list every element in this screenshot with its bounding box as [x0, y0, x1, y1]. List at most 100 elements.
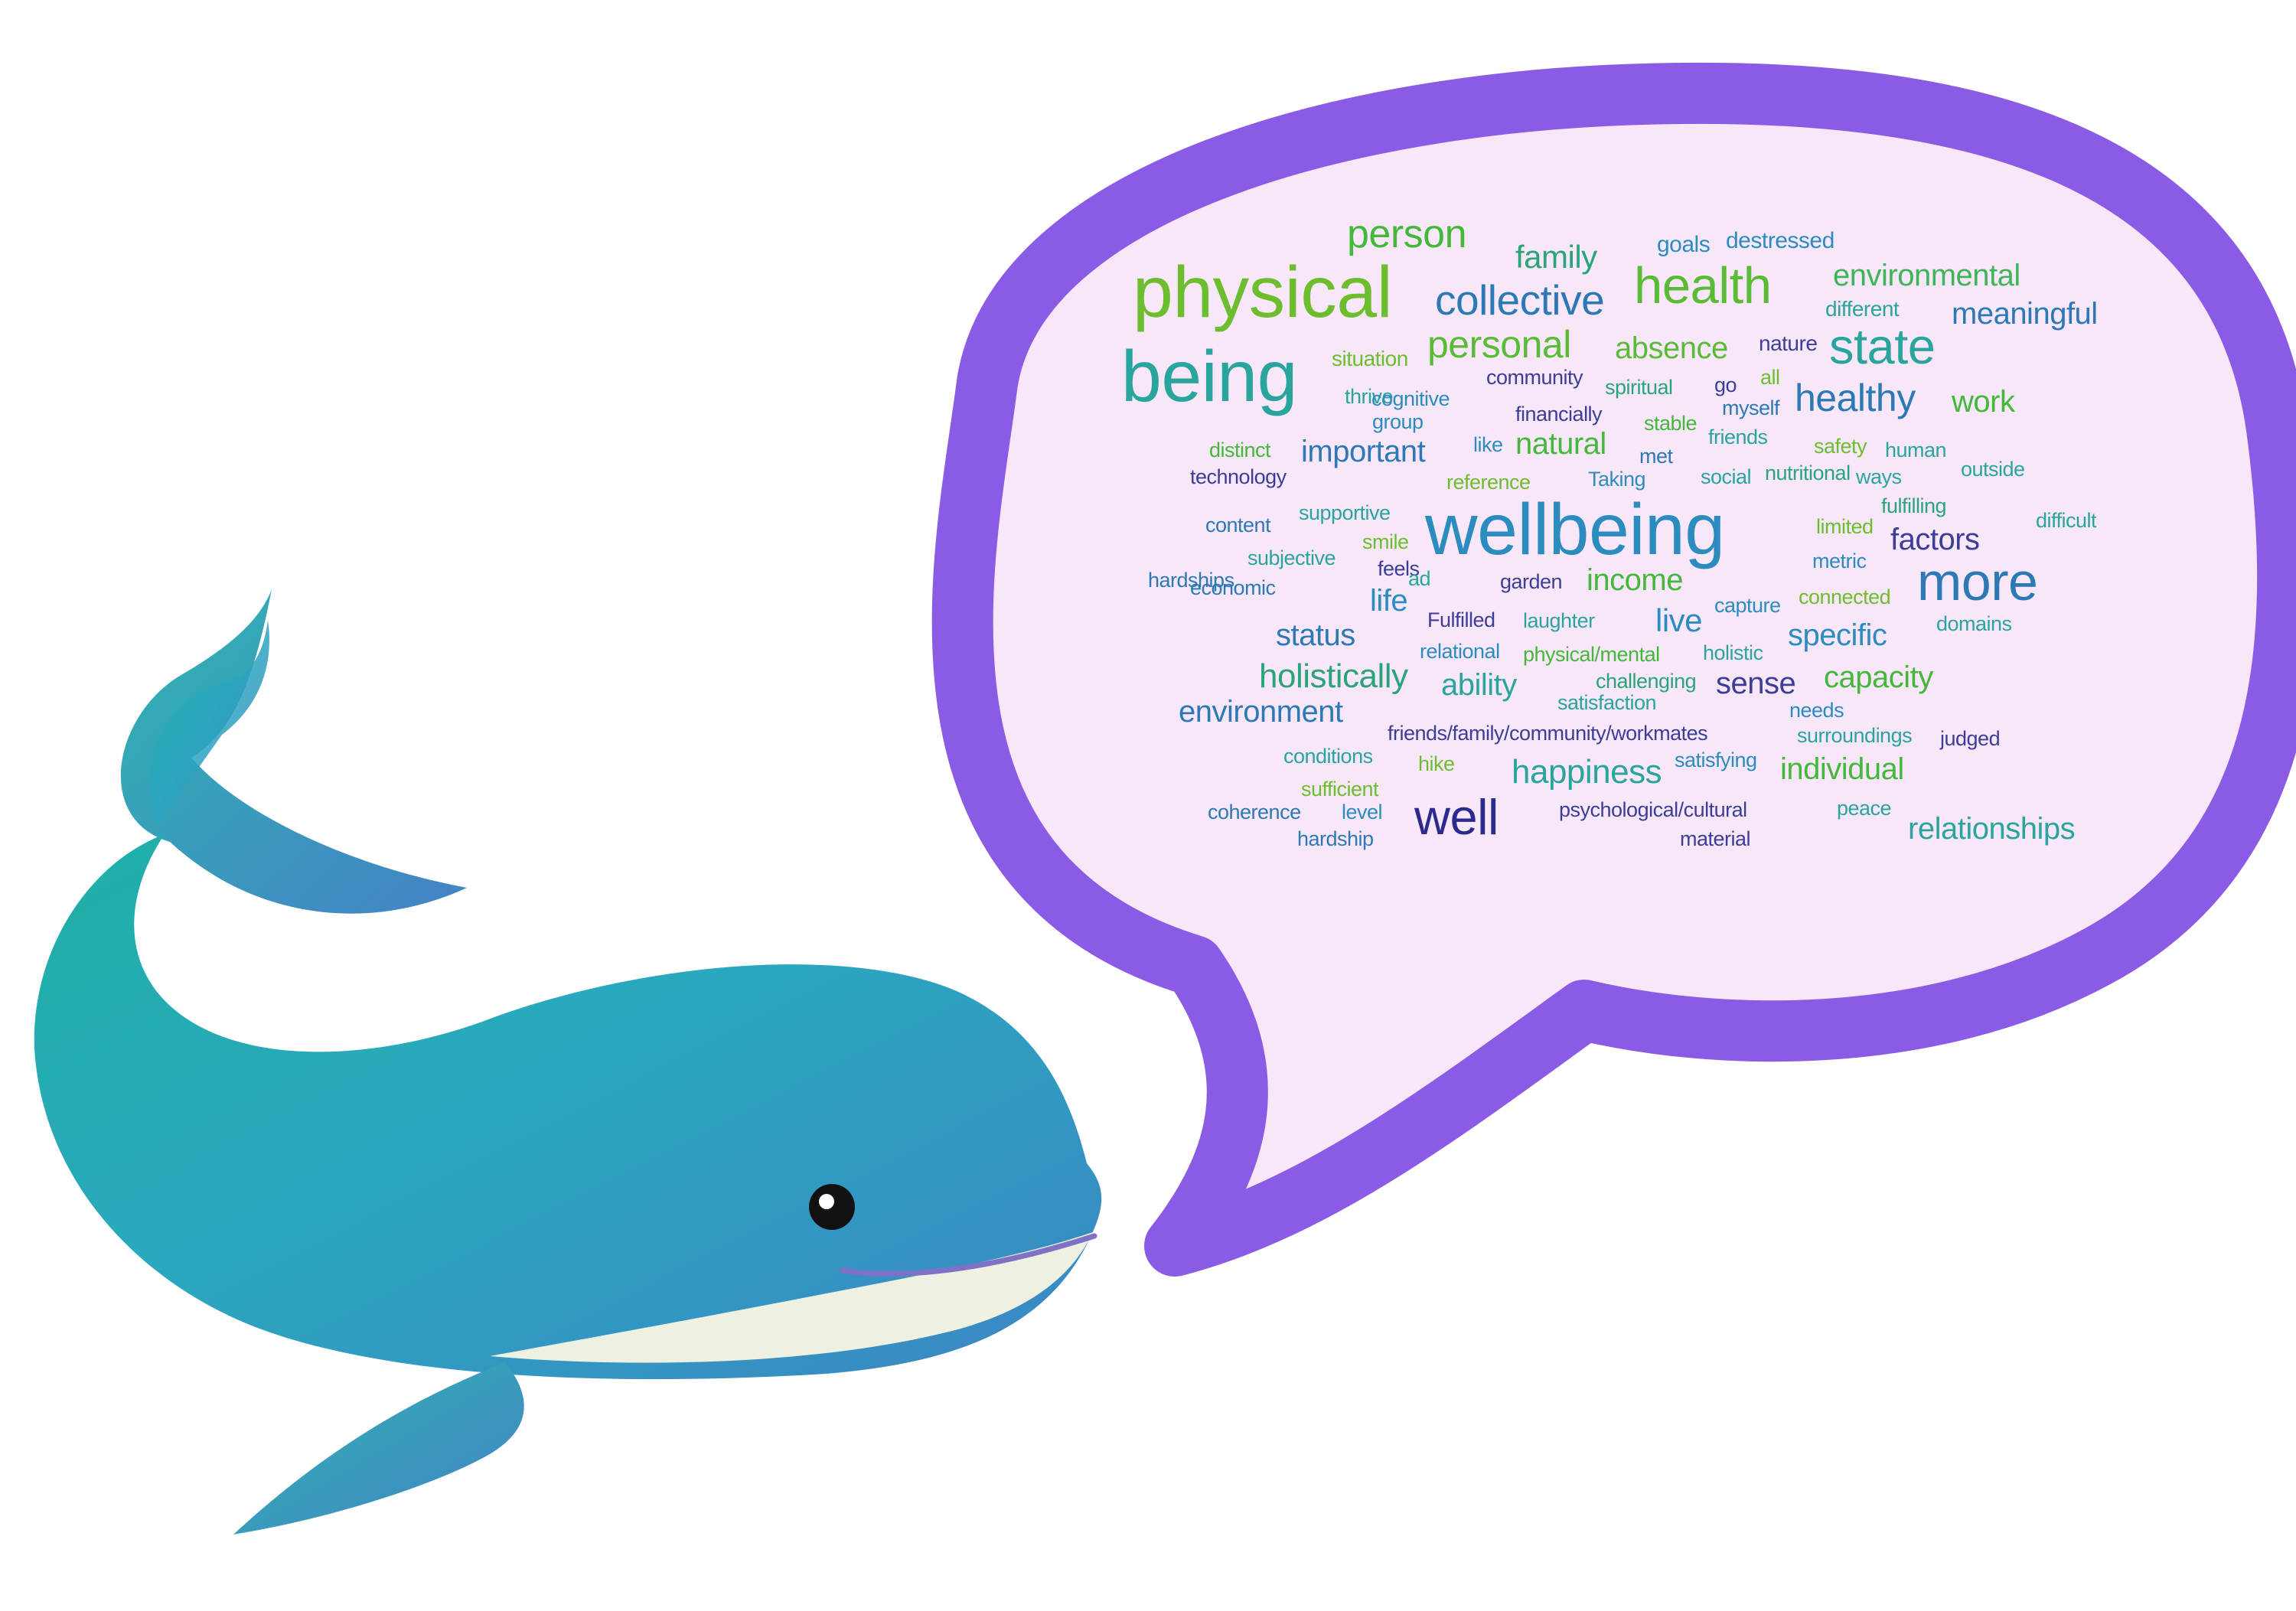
word-cloud-word: more [1917, 552, 2038, 611]
word-cloud-word: financially [1515, 403, 1603, 426]
word-cloud-word: Taking [1588, 468, 1646, 491]
word-cloud-word: hike [1418, 752, 1455, 775]
word-cloud-word: status [1276, 618, 1355, 652]
word-cloud-word: community [1486, 366, 1583, 389]
word-cloud-word: limited [1816, 515, 1874, 538]
word-cloud-word: ways [1856, 465, 1902, 488]
word-cloud-word: metric [1812, 550, 1867, 572]
word-cloud-word: personal [1427, 323, 1571, 366]
word-cloud-word: factors [1890, 523, 1980, 556]
word-cloud-word: spiritual [1605, 376, 1673, 399]
word-cloud-word: judged [1940, 727, 2001, 750]
word-cloud-word: content [1205, 514, 1271, 536]
word-cloud-word: needs [1789, 699, 1844, 722]
word-cloud-word: healthy [1795, 377, 1916, 419]
word-cloud-word: collective [1435, 276, 1605, 324]
word-cloud-word: group [1372, 410, 1424, 433]
word-cloud-word: goals [1657, 232, 1711, 257]
word-cloud-word: destressed [1726, 228, 1835, 253]
word-cloud-word: friends/family/community/workmates [1388, 722, 1708, 745]
word-cloud-word: reference [1446, 471, 1531, 494]
word-cloud-word: social [1701, 465, 1752, 488]
word-cloud-word: sense [1716, 667, 1796, 700]
word-cloud-word: challenging [1596, 670, 1697, 693]
whale-icon [34, 589, 1102, 1534]
word-cloud-word: smile [1362, 530, 1409, 553]
word-cloud-word: met [1639, 445, 1673, 468]
word-cloud-word: outside [1961, 458, 2025, 481]
word-cloud-word: like [1473, 433, 1503, 456]
word-cloud-word: distinct [1209, 439, 1271, 461]
word-cloud-word: relationships [1908, 812, 2076, 846]
word-cloud-word: situation [1332, 347, 1408, 370]
word-cloud-word: satisfying [1675, 748, 1757, 771]
word-cloud-word: happiness [1512, 753, 1662, 791]
word-cloud-word: ad [1408, 567, 1431, 590]
word-cloud-word: being [1121, 336, 1297, 417]
word-cloud-word: hardship [1297, 827, 1374, 850]
word-cloud-word: conditions [1283, 745, 1373, 768]
word-cloud-word: fulfilling [1881, 494, 1947, 517]
word-cloud-word: physical [1133, 252, 1393, 333]
word-cloud-word: state [1829, 318, 1936, 374]
word-cloud-word: sufficient [1301, 778, 1379, 801]
word-cloud-word: nutritional [1765, 461, 1851, 484]
word-cloud-word: natural [1515, 427, 1606, 461]
word-cloud-word: peace [1837, 797, 1892, 820]
word-cloud-word: environment [1179, 695, 1343, 729]
word-cloud-word: nature [1759, 331, 1818, 355]
word-cloud-word: feels [1378, 557, 1420, 580]
word-cloud-word: friends [1708, 426, 1768, 448]
word-cloud-word: absence [1615, 331, 1728, 365]
word-cloud-word: myself [1722, 396, 1780, 419]
word-cloud-word: material [1680, 827, 1751, 850]
word-cloud-word: cognitive [1371, 387, 1450, 410]
word-cloud-word: psychological/cultural [1559, 798, 1747, 821]
word-cloud-word: individual [1780, 752, 1904, 786]
word-cloud-word: garden [1500, 570, 1563, 593]
word-cloud-word: go [1714, 373, 1737, 396]
word-cloud-word: laughter [1523, 609, 1595, 632]
word-cloud-word: life [1370, 584, 1408, 618]
word-cloud-word: relational [1420, 640, 1500, 663]
word-cloud-word: holistically [1259, 657, 1408, 695]
word-cloud-word: hardships [1148, 569, 1234, 592]
word-cloud-word: supportive [1299, 501, 1391, 524]
word-cloud-word: satisfaction [1557, 691, 1657, 714]
word-cloud-word: holistic [1703, 641, 1763, 664]
word-cloud-word: technology [1190, 465, 1287, 488]
word-cloud-word: different [1825, 297, 1900, 321]
word-cloud-word: physical/mental [1523, 643, 1660, 666]
word-cloud-word: important [1301, 435, 1426, 468]
word-cloud-word: coherence [1208, 801, 1301, 823]
word-cloud-word: environmental [1833, 259, 2020, 292]
word-cloud-word: ability [1441, 668, 1517, 702]
word-cloud-word: connected [1799, 585, 1891, 608]
word-cloud-word: family [1515, 239, 1597, 275]
word-cloud-word: wellbeing [1425, 489, 1725, 570]
word-cloud-word: well [1414, 789, 1499, 845]
word-cloud-word: level [1342, 801, 1383, 823]
word-cloud-word: economic [1190, 576, 1276, 599]
word-cloud-word: subjective [1247, 546, 1336, 569]
word-cloud-word: difficult [2036, 509, 2097, 532]
word-cloud-word: capture [1714, 594, 1781, 617]
word-cloud-word: safety [1814, 435, 1867, 458]
word-cloud-word: meaningful [1952, 297, 2098, 331]
word-cloud-word: live [1655, 602, 1703, 638]
word-cloud-word: specific [1788, 618, 1887, 652]
word-cloud-word: stable [1644, 412, 1698, 435]
word-cloud-word: Fulfilled [1427, 608, 1495, 631]
word-cloud-word: work [1952, 385, 2015, 419]
word-cloud-word: person [1347, 212, 1467, 256]
word-cloud-word: surroundings [1797, 724, 1913, 747]
word-cloud-word: capacity [1824, 660, 1933, 694]
word-cloud-word: health [1634, 257, 1772, 315]
word-cloud-word: income [1587, 563, 1683, 597]
word-cloud-word: human [1885, 439, 1947, 461]
word-cloud-word: domains [1936, 612, 2012, 635]
word-cloud-word: thrive [1345, 385, 1394, 408]
